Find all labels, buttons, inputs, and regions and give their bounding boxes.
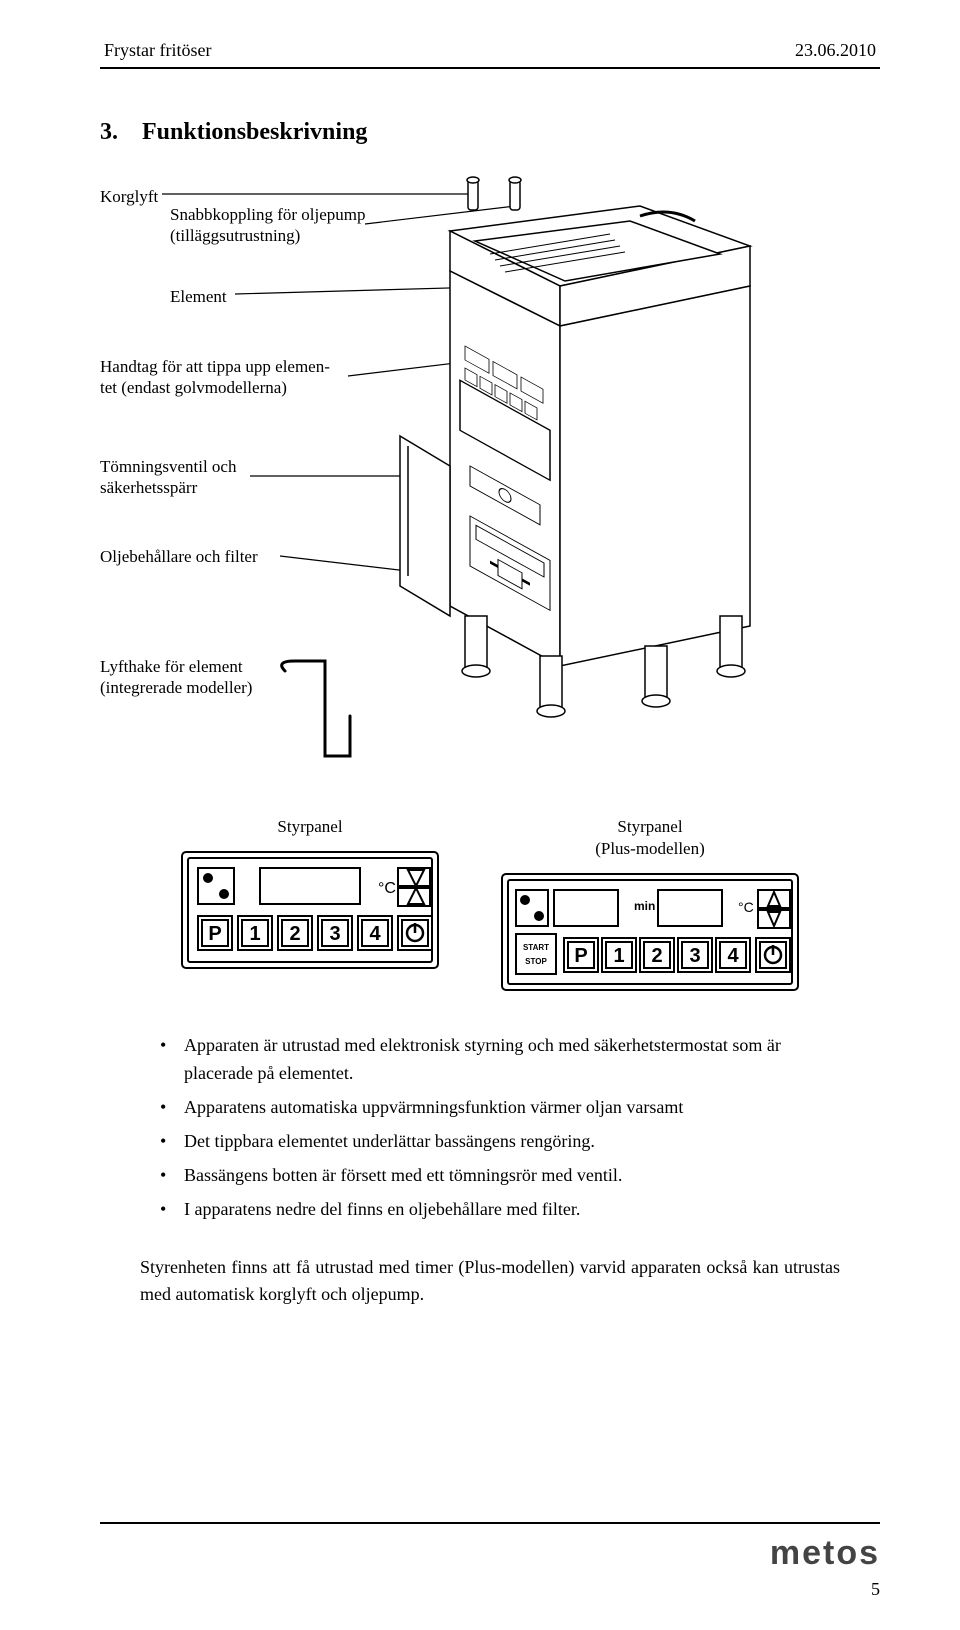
svg-text:3: 3: [689, 945, 700, 967]
label-tomning: Tömningsventil och säkerhetsspärr: [100, 456, 236, 499]
page-footer: metos 5: [100, 1522, 880, 1600]
svg-text:2: 2: [651, 945, 662, 967]
bullet-item: Bassängens botten är försett med ett töm…: [160, 1162, 840, 1190]
panel-right-caption: Styrpanel (Plus-modellen): [500, 816, 800, 860]
svg-text:START: START: [523, 943, 549, 952]
svg-text:2: 2: [289, 923, 300, 945]
control-panel-basic: °C P 1 2 3: [180, 850, 440, 970]
section-number: 3.: [100, 119, 118, 145]
header-rule: [100, 67, 880, 69]
feature-bullets: Apparaten är utrustad med elektronisk st…: [160, 1032, 840, 1223]
brand-logo: metos: [770, 1534, 880, 1573]
label-lyfthake: Lyfthake för element (integrerade modell…: [100, 656, 252, 699]
control-panel-plus: min °C START STOP P 1: [500, 872, 800, 992]
page-header: Frystar fritöser 23.06.2010: [100, 40, 880, 67]
svg-text:4: 4: [727, 945, 739, 967]
panel-right: Styrpanel (Plus-modellen) min °C: [500, 816, 800, 992]
svg-text:°C: °C: [738, 899, 754, 915]
bullet-item: Apparaten är utrustad med elektronisk st…: [160, 1032, 840, 1088]
svg-text:1: 1: [249, 923, 260, 945]
svg-text:°C: °C: [378, 880, 396, 897]
panel-left-caption: Styrpanel: [180, 816, 440, 838]
fryer-diagram: Korglyft Snabbkoppling för oljepump (til…: [100, 176, 880, 796]
svg-text:3: 3: [329, 923, 340, 945]
label-snabbkoppling: Snabbkoppling för oljepump (tilläggsutru…: [170, 204, 365, 247]
label-korglyft: Korglyft: [100, 186, 158, 207]
svg-text:1: 1: [613, 945, 624, 967]
section-heading: Funktionsbeskrivning: [142, 119, 367, 145]
fryer-illustration: [380, 176, 780, 736]
header-right: 23.06.2010: [795, 40, 876, 61]
svg-text:4: 4: [369, 923, 381, 945]
panel-left: Styrpanel °C P: [180, 816, 440, 992]
svg-text:STOP: STOP: [525, 957, 547, 966]
bullet-item: Apparatens automatiska uppvärmningsfunkt…: [160, 1094, 840, 1122]
lift-hook-icon: [270, 656, 360, 766]
label-handtag: Handtag för att tippa upp elemen- tet (e…: [100, 356, 330, 399]
page-number: 5: [871, 1579, 880, 1599]
label-element: Element: [170, 286, 227, 307]
section-title: 3. Funktionsbeskrivning: [100, 119, 880, 146]
bullet-item: I apparatens nedre del finns en oljebehå…: [160, 1196, 840, 1224]
svg-text:P: P: [208, 923, 221, 945]
control-panels-row: Styrpanel °C P: [100, 816, 880, 992]
body-paragraph: Styrenheten finns att få utrustad med ti…: [140, 1254, 840, 1308]
svg-text:min: min: [634, 899, 655, 913]
label-oljebehallare: Oljebehållare och filter: [100, 546, 258, 567]
footer-rule: [100, 1522, 880, 1524]
header-left: Frystar fritöser: [104, 40, 211, 61]
svg-text:P: P: [574, 945, 587, 967]
bullet-item: Det tippbara elementet underlättar bassä…: [160, 1128, 840, 1156]
